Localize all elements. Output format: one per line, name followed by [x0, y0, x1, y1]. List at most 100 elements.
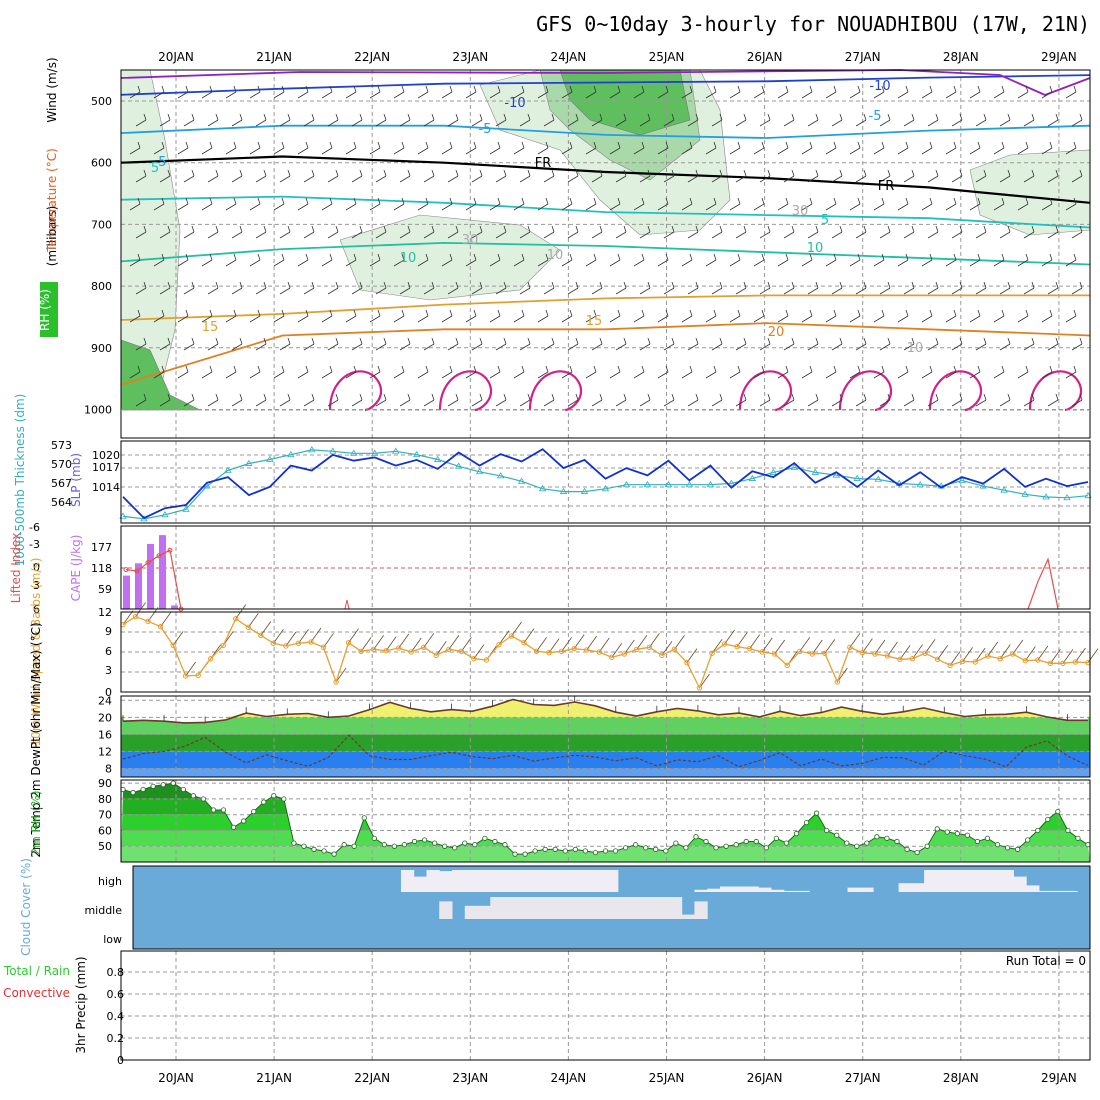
- wind-barb: [273, 203, 285, 211]
- wind-barb: [681, 203, 693, 211]
- rh2m-marker: [743, 838, 749, 845]
- wind-barb-flag: [455, 113, 459, 121]
- date-label-top: 28JAN: [943, 50, 979, 64]
- wind-barb-flag: [479, 393, 483, 401]
- rh2m-marker: [914, 849, 920, 856]
- date-label-bottom: 26JAN: [747, 1071, 783, 1085]
- cloud-mid-gap: [566, 897, 581, 919]
- wind-barb-flag: [305, 141, 309, 149]
- wind-barb-flag: [215, 281, 219, 289]
- wind10m-barb: [661, 641, 673, 656]
- wind10m-marker: [195, 672, 201, 679]
- rh2m-marker: [834, 832, 840, 838]
- wind-barb-flag: [401, 141, 405, 149]
- wind-barb-flag: [623, 113, 627, 121]
- wind-barb-flag: [1055, 337, 1059, 345]
- wind-barb-flag: [599, 169, 603, 177]
- wind10m-marker: [684, 659, 690, 666]
- wind-barb-flag: [1007, 225, 1011, 233]
- wind-barb: [993, 91, 1005, 99]
- cape-bar: [159, 535, 166, 609]
- wind10m-marker: [909, 655, 916, 662]
- cloud-mid-gap: [630, 897, 644, 919]
- wind-barb-flag: [167, 113, 171, 121]
- wind-barb: [513, 315, 525, 323]
- wind-barb-flag: [359, 337, 363, 345]
- temp2m-panel: 24 20 16 12 8: [98, 694, 1091, 778]
- wind-barb: [375, 343, 387, 351]
- wind10m-marker: [333, 679, 339, 685]
- wind-barb: [423, 175, 435, 183]
- wind-barb: [207, 175, 219, 183]
- cloud-high-gap: [694, 889, 708, 892]
- wind-barb: [327, 343, 339, 351]
- rh2m-marker: [994, 842, 1001, 848]
- wind-barb: [921, 203, 933, 211]
- wind-barb: [663, 399, 675, 407]
- wind-barb: [465, 259, 477, 267]
- wind10m-tick: 3: [105, 664, 112, 677]
- wind-barb-flag: [617, 365, 621, 373]
- thickness-marker: [308, 446, 316, 453]
- wind-barb-flag: [761, 309, 765, 317]
- wind-barb: [345, 147, 357, 155]
- rh2m-marker: [954, 831, 960, 837]
- wind-barb: [399, 231, 411, 239]
- wind-barb: [927, 231, 939, 239]
- wind-barb-flag: [161, 141, 165, 149]
- wind-barb: [417, 315, 429, 323]
- wind-barb: [231, 119, 243, 127]
- wind-barb-flag: [383, 337, 387, 345]
- thickness-tick: 567: [51, 477, 72, 490]
- wind-barb: [369, 259, 381, 267]
- cloud-mid-gap: [477, 905, 491, 919]
- wind-barb-flag: [593, 365, 597, 373]
- wind-barb: [945, 315, 957, 323]
- rh2m-marker: [381, 842, 387, 848]
- cape-bar: [147, 543, 154, 609]
- wind-barb-flag: [305, 253, 309, 261]
- wind-barb-flag: [1049, 85, 1053, 93]
- wind-barb-flag: [1001, 85, 1005, 93]
- wind-barb: [585, 371, 597, 379]
- wind-barb-flag: [551, 113, 555, 121]
- wind-barb: [567, 399, 579, 407]
- wind-barb-flag: [671, 337, 675, 345]
- wind10m-barb: [987, 641, 999, 657]
- wind-barb: [873, 147, 885, 155]
- wind-barb-flag: [1073, 309, 1077, 317]
- wind-barb-flag: [233, 141, 237, 149]
- wind-barb-flag: [833, 365, 837, 373]
- wind-barb: [537, 315, 549, 323]
- wind-barb: [873, 203, 885, 211]
- wind-barb-flag: [695, 281, 699, 289]
- wind-barb-flag: [857, 309, 861, 317]
- wind-barb: [543, 175, 555, 183]
- wind-barb: [927, 343, 939, 351]
- wind-barb: [801, 203, 813, 211]
- wind-barb: [585, 147, 597, 155]
- cloud-ylabel: Cloud Cover (%): [19, 858, 33, 956]
- wind-barb: [1065, 259, 1077, 267]
- wind-barb-flag: [929, 197, 933, 205]
- wind-barb: [657, 91, 669, 99]
- wind-barb: [1065, 91, 1077, 99]
- wind-barb-flag: [959, 281, 963, 289]
- wind10m-barb: [1012, 639, 1024, 655]
- wind10m-marker: [145, 618, 151, 625]
- wind-barb: [567, 119, 579, 127]
- wind-barb-flag: [839, 225, 843, 233]
- slp-ylabel: SLP (mb): [69, 453, 83, 507]
- wind-barb-flag: [407, 113, 411, 121]
- wind-barb: [489, 259, 501, 267]
- wind-barb: [873, 91, 885, 99]
- wind-barb: [897, 315, 909, 323]
- wind-barb-flag: [953, 253, 957, 261]
- wind-barb-flag: [407, 281, 411, 289]
- wind-barb-flag: [137, 197, 141, 205]
- thickness-marker: [266, 455, 274, 462]
- rh2m-marker: [220, 807, 227, 813]
- wind-barb: [273, 91, 285, 99]
- wind-barb-flag: [881, 85, 885, 93]
- wind10m-marker: [471, 655, 477, 662]
